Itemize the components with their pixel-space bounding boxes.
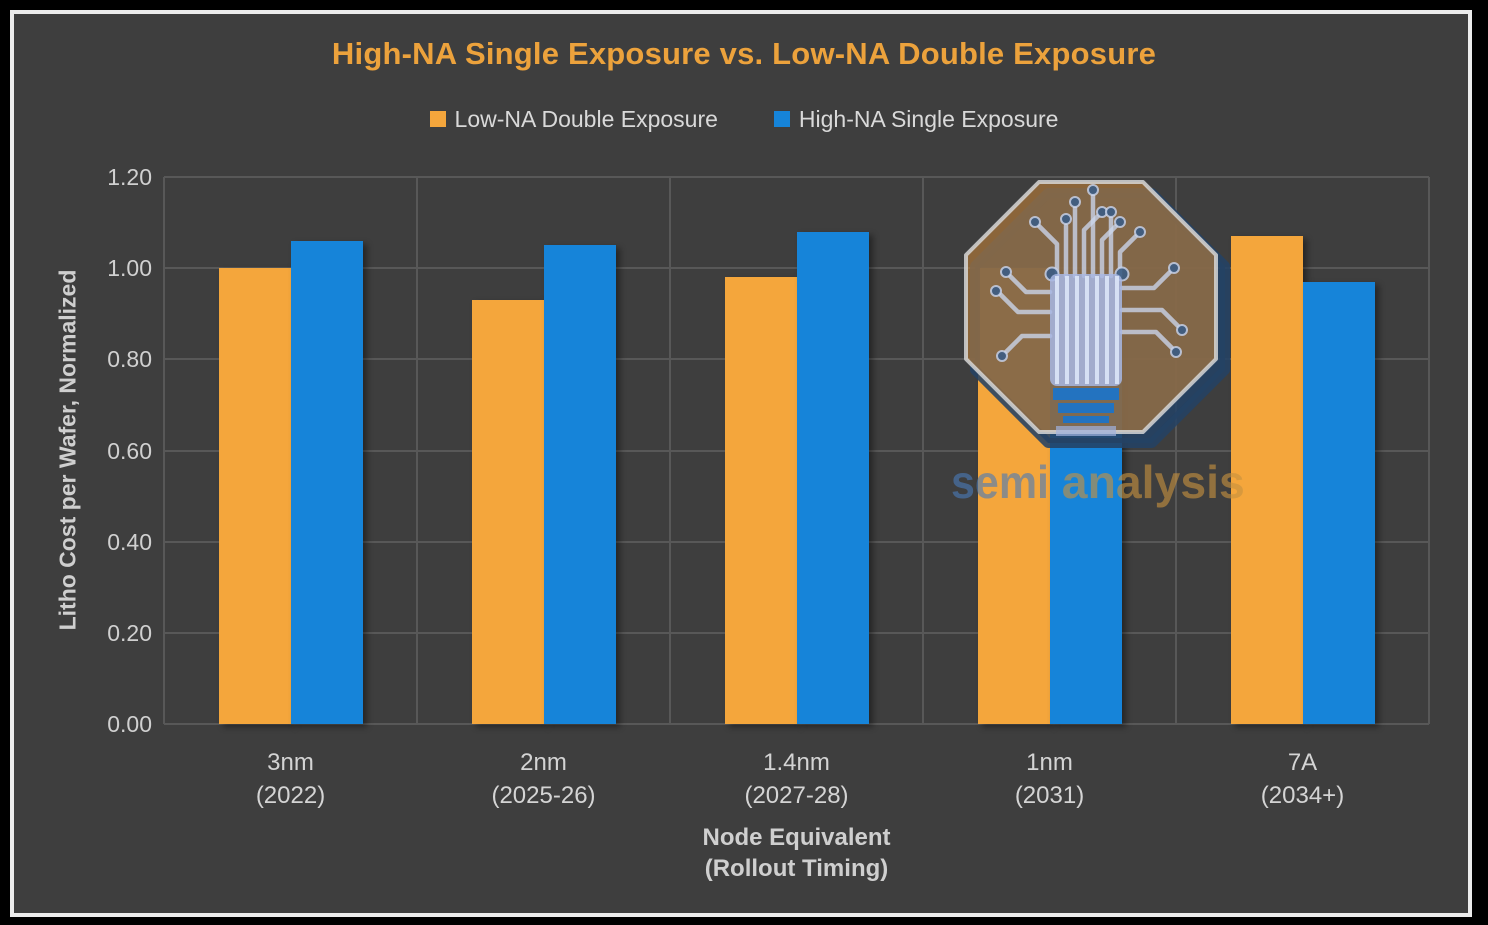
x-category-label-line: 1.4nm (763, 749, 830, 776)
bar-low-na-3 (978, 268, 1050, 724)
x-category-label: 3nm (2022) (164, 746, 417, 812)
bar-high-na-1 (544, 245, 616, 724)
chart-title: High-NA Single Exposure vs. Low-NA Doubl… (331, 36, 1157, 71)
y-tick-label: 0.20 (107, 620, 152, 646)
y-axis-title: Litho Cost per Wafer, Normalized (54, 269, 81, 631)
legend-entry: Low-NA Double Exposure (429, 105, 718, 133)
gridline-vertical (669, 177, 671, 724)
x-category-label: 1.4nm (2027-28) (670, 746, 923, 812)
bar-low-na-1 (472, 300, 544, 724)
bar-low-na-0 (219, 268, 291, 724)
legend: Low-NA Double Exposure High-NA Single Exp… (0, 104, 1488, 134)
gridline-vertical (1428, 177, 1430, 724)
x-category-label-line: (2027-28) (744, 782, 849, 809)
gridline-horizontal (164, 723, 1429, 725)
x-category-label-line: 3nm (267, 749, 314, 776)
bar-low-na-2 (725, 277, 797, 724)
gridline-vertical (1175, 177, 1177, 724)
x-category-label-line: 1nm (1026, 749, 1073, 776)
legend-swatch-icon (773, 111, 790, 127)
gridline-vertical (416, 177, 418, 724)
legend-label: Low-NA Double Exposure (454, 105, 718, 132)
x-category-label-line: 2nm (520, 749, 567, 776)
x-category-label-line: (2034+) (1260, 782, 1345, 809)
x-category-label: 7A (2034+) (1176, 746, 1429, 812)
y-tick-label: 0.40 (107, 529, 152, 555)
plot-area (163, 176, 1430, 725)
bar-high-na-2 (797, 232, 869, 724)
x-category-label: 2nm (2025-26) (417, 746, 670, 812)
gridline-horizontal (164, 176, 1429, 178)
bar-low-na-4 (1231, 236, 1303, 724)
x-category-label-line: (2025-26) (491, 782, 596, 809)
y-tick-label: 1.20 (107, 164, 152, 190)
y-tick-label: 0.00 (107, 711, 152, 737)
x-category-label-line: (2022) (255, 782, 326, 809)
x-category-label-line: (2031) (1014, 782, 1085, 809)
x-axis-title: Node Equivalent (Rollout Timing) (164, 822, 1429, 884)
y-tick-label: 0.60 (107, 438, 152, 464)
gridline-vertical (922, 177, 924, 724)
gridline-horizontal (164, 267, 1429, 269)
x-category-label-line: 7A (1287, 749, 1318, 776)
bar-high-na-4 (1303, 282, 1375, 724)
gridline-vertical (163, 177, 165, 724)
legend-label: High-NA Single Exposure (798, 105, 1059, 132)
legend-entry: High-NA Single Exposure (773, 105, 1059, 133)
legend-swatch-icon (429, 111, 446, 127)
x-category-label: 1nm (2031) (923, 746, 1176, 812)
y-tick-label: 1.00 (107, 255, 152, 281)
bar-high-na-0 (291, 241, 363, 724)
y-tick-label: 0.80 (107, 346, 152, 372)
bar-high-na-3 (1050, 277, 1122, 724)
x-axis-title-line1: Node Equivalent (702, 824, 891, 851)
x-axis-title-line2: (Rollout Timing) (704, 855, 889, 882)
